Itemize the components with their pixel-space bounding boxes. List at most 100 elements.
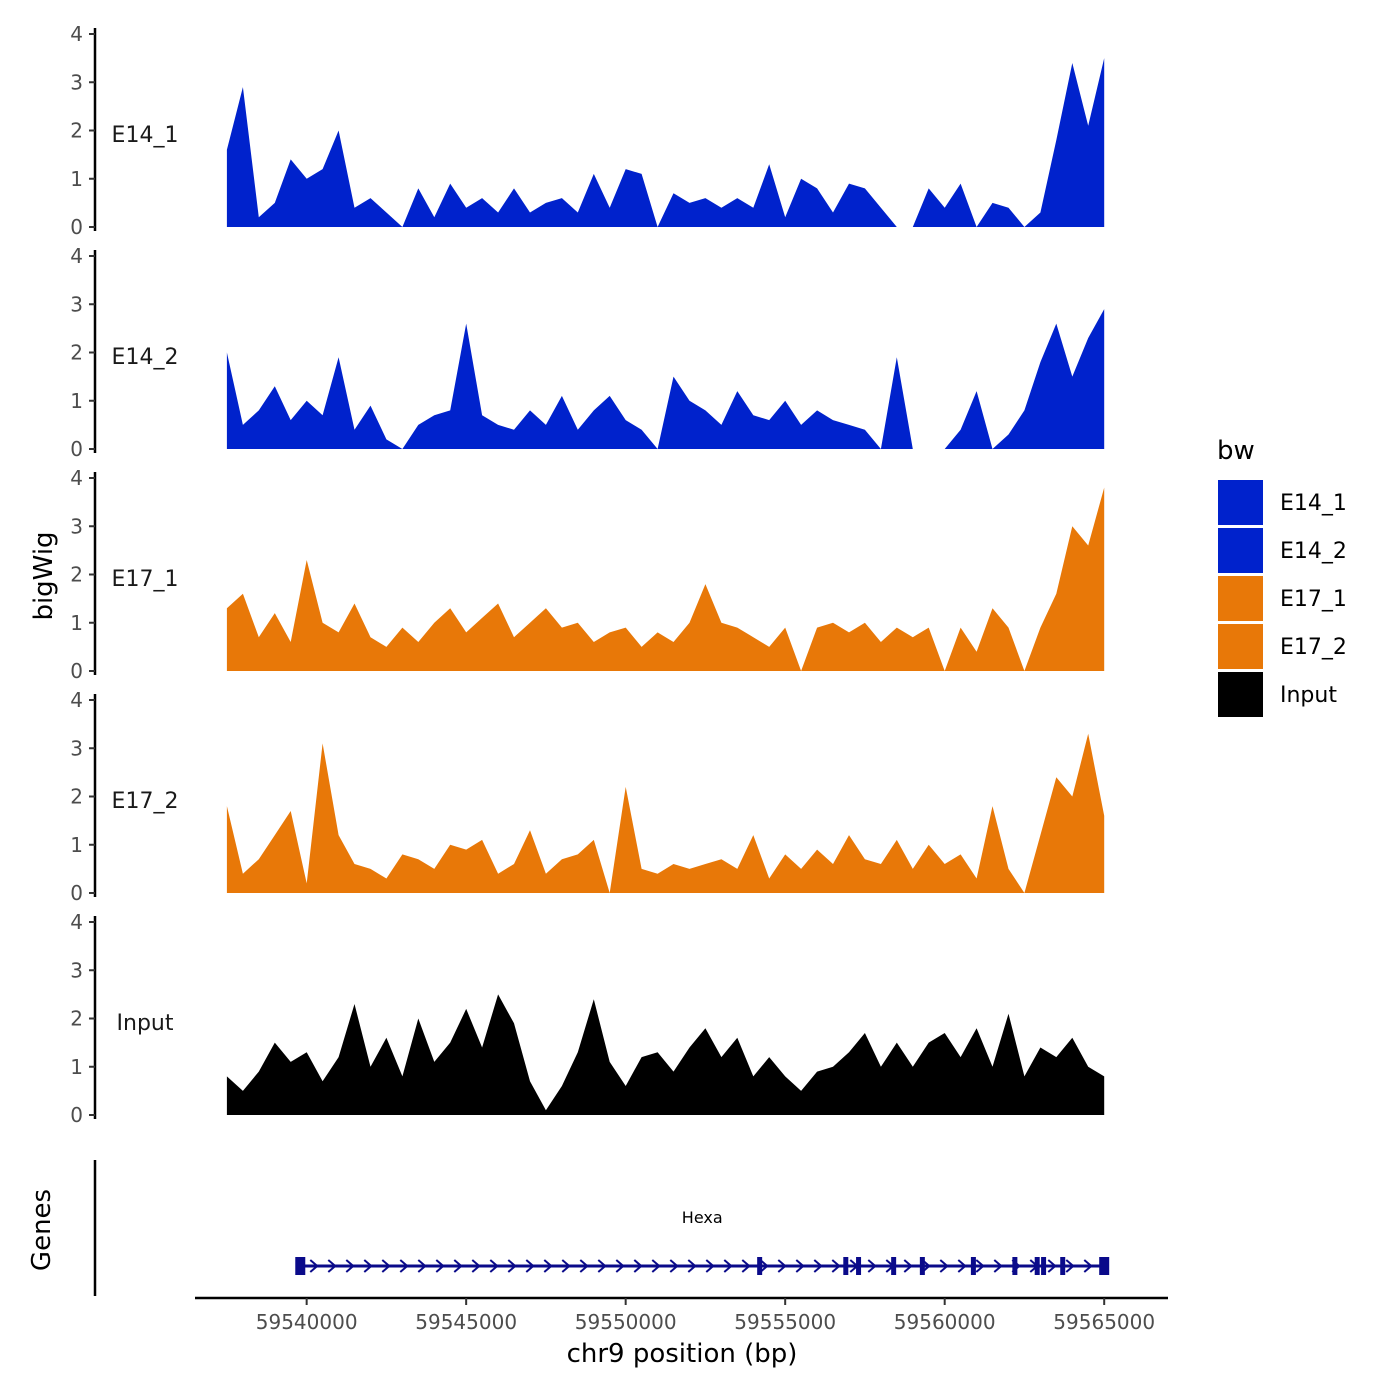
y-tick-label: 3 — [70, 514, 83, 538]
strand-arrow-icon — [327, 1259, 337, 1273]
strand-arrow-icon — [363, 1259, 373, 1273]
strand-arrow-icon — [687, 1259, 697, 1273]
y-tick-label: 0 — [70, 1103, 83, 1127]
strand-arrow-icon — [903, 1259, 913, 1273]
exon-block — [856, 1257, 862, 1275]
y-tick-label: 4 — [70, 244, 83, 268]
legend-swatch — [1218, 576, 1263, 621]
track-E14_1: 0 1 2 3 4 E14_1 — [70, 22, 1105, 239]
y-tick-label: 4 — [70, 466, 83, 490]
strand-arrow-icon — [507, 1259, 517, 1273]
strand-arrow-icon — [345, 1259, 355, 1273]
y-tick-label: 4 — [70, 910, 83, 934]
y-tick-label: 3 — [70, 736, 83, 760]
strand-arrow-icon — [381, 1259, 391, 1273]
strand-arrow-icon — [993, 1259, 1003, 1273]
track-label: E14_2 — [112, 345, 179, 370]
strand-arrow-icon — [705, 1259, 715, 1273]
track-E14_2: 0 1 2 3 4 E14_2 — [70, 244, 1105, 461]
strand-arrow-icon — [417, 1259, 427, 1273]
strand-arrow-icon — [651, 1259, 661, 1273]
legend-label: E17_1 — [1280, 587, 1347, 612]
strand-arrow-icon — [615, 1259, 625, 1273]
legend-label: E14_1 — [1280, 491, 1347, 516]
legend: bw E14_1 E14_2 E17_1 E17_2 Input — [1217, 436, 1347, 717]
gene-panel-title: Genes — [27, 1189, 57, 1271]
coverage-area-E17_1 — [226, 487, 1105, 671]
strand-arrow-icon — [453, 1259, 463, 1273]
strand-arrow-icon — [759, 1259, 769, 1273]
y-tick-label: 4 — [70, 688, 83, 712]
legend-swatch — [1218, 672, 1263, 717]
exon-block — [919, 1257, 925, 1275]
exon-block — [843, 1257, 849, 1275]
legend-title: bw — [1217, 436, 1255, 466]
legend-label: E17_2 — [1280, 635, 1347, 660]
x-tick-label: 59540000 — [256, 1310, 358, 1334]
y-tick-label: 2 — [70, 1007, 83, 1031]
y-tick-label: 1 — [70, 389, 83, 413]
y-tick-label: 0 — [70, 437, 83, 461]
exon-block — [1041, 1257, 1047, 1275]
y-tick-label: 4 — [70, 22, 83, 46]
strand-arrow-icon — [579, 1259, 589, 1273]
legend-swatch — [1218, 624, 1263, 669]
strand-arrow-icon — [309, 1259, 319, 1273]
x-tick-label: 59560000 — [894, 1310, 996, 1334]
exon-block — [1012, 1257, 1018, 1275]
y-tick-label: 3 — [70, 958, 83, 982]
y-tick-label: 1 — [70, 611, 83, 635]
strand-arrow-icon — [669, 1259, 679, 1273]
strand-arrow-icon — [543, 1259, 553, 1273]
strand-arrow-icon — [489, 1259, 499, 1273]
strand-arrow-icon — [867, 1259, 877, 1273]
strand-arrow-icon — [813, 1259, 823, 1273]
track-Input: 0 1 2 3 4 Input — [70, 910, 1105, 1127]
x-tick-label: 59545000 — [415, 1310, 517, 1334]
strand-arrow-icon — [525, 1259, 535, 1273]
coverage-area-Input — [226, 994, 1105, 1115]
strand-arrow-icon — [633, 1259, 643, 1273]
track-label: E14_1 — [112, 123, 179, 148]
strand-arrow-icon — [831, 1259, 841, 1273]
x-tick-label: 59555000 — [734, 1310, 836, 1334]
strand-arrow-icon — [723, 1259, 733, 1273]
strand-arrow-icon — [939, 1259, 949, 1273]
strand-arrow-icon — [399, 1259, 409, 1273]
exon-block — [295, 1257, 306, 1275]
track-E17_2: 0 1 2 3 4 E17_2 — [70, 688, 1105, 905]
y-tick-label: 1 — [70, 167, 83, 191]
y-tick-label: 1 — [70, 833, 83, 857]
track-E17_1: 0 1 2 3 4 E17_1 — [70, 466, 1105, 683]
exon-block — [757, 1257, 763, 1275]
y-tick-label: 3 — [70, 70, 83, 94]
x-axis: 59540000 59545000 59550000 59555000 59560000… — [195, 1296, 1168, 1334]
strand-arrow-icon — [957, 1259, 967, 1273]
gene-name: Hexa — [682, 1208, 723, 1227]
strand-arrow-icon — [561, 1259, 571, 1273]
strand-arrow-icon — [777, 1259, 787, 1273]
y-tick-label: 2 — [70, 341, 83, 365]
gene-panel: Hexa — [93, 1160, 1110, 1296]
exon-block — [970, 1257, 976, 1275]
legend-label: Input — [1280, 683, 1337, 708]
coverage-area-E17_2 — [226, 733, 1105, 893]
strand-arrow-icon — [795, 1259, 805, 1273]
y-tick-label: 0 — [70, 659, 83, 683]
y-tick-label: 2 — [70, 563, 83, 587]
strand-arrow-icon — [471, 1259, 481, 1273]
coverage-area-E14_1 — [226, 58, 1105, 227]
track-label: E17_2 — [112, 789, 179, 814]
exon-block — [1060, 1257, 1066, 1275]
strand-arrow-icon — [975, 1259, 985, 1273]
strand-arrow-icon — [435, 1259, 445, 1273]
y-tick-label: 0 — [70, 881, 83, 905]
y-tick-label: 2 — [70, 785, 83, 809]
x-tick-label: 59550000 — [575, 1310, 677, 1334]
strand-arrow-icon — [1065, 1259, 1075, 1273]
legend-label: E14_2 — [1280, 539, 1347, 564]
exon-block — [1099, 1257, 1110, 1275]
exon-block — [891, 1257, 897, 1275]
strand-arrow-icon — [1083, 1259, 1093, 1273]
